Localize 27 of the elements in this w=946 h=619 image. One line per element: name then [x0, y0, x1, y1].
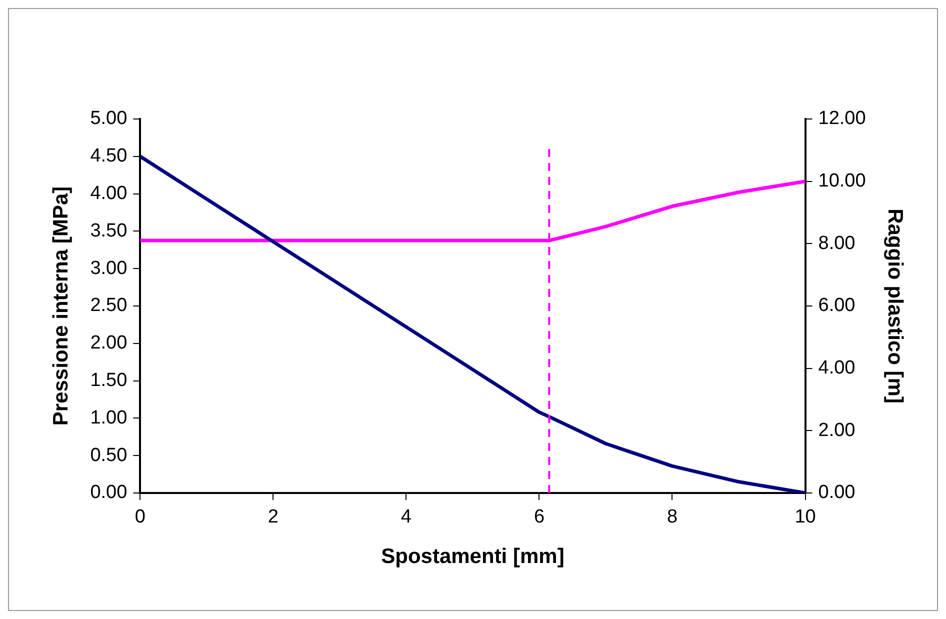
y-tick-label: 0.50	[90, 444, 128, 466]
y-tick-label: 1.00	[90, 407, 128, 428]
x-tick-label: 0	[134, 506, 146, 528]
y-axis-title: Pressione interna [MPa]	[49, 186, 72, 426]
y-tick-label: 5.00	[90, 108, 128, 130]
y2-tick-label: 12.00	[818, 108, 866, 130]
y2-tick-label: 6.00	[818, 295, 856, 316]
y2-tick-label: 2.00	[818, 420, 856, 441]
y-tick-label: 3.00	[90, 258, 128, 279]
x-tick-label: 2	[268, 506, 278, 528]
y2-tick-label: 8.00	[818, 232, 856, 254]
y-tick-label: 4.00	[90, 183, 128, 204]
x-tick-label: 6	[534, 506, 545, 528]
y-tick-label: 0.00	[90, 482, 128, 504]
x-axis-title: Spostamenti [mm]	[381, 545, 564, 568]
y2-tick-label: 0.00	[818, 482, 856, 504]
y-tick-label: 2.00	[90, 332, 128, 354]
x-tick-label: 8	[666, 506, 678, 528]
y-tick-label: 2.50	[90, 295, 128, 316]
x-tick-label: 4	[400, 506, 412, 528]
y2-tick-label: 10.00	[818, 170, 866, 192]
y2-tick-label: 4.00	[818, 358, 856, 379]
y-tick-label: 4.50	[90, 146, 128, 167]
y-tick-label: 3.50	[90, 220, 128, 242]
y2-axis-title: Raggio plastico [m]	[884, 208, 907, 404]
y-tick-label: 1.50	[90, 370, 128, 392]
x-tick-label: 10	[794, 506, 816, 528]
